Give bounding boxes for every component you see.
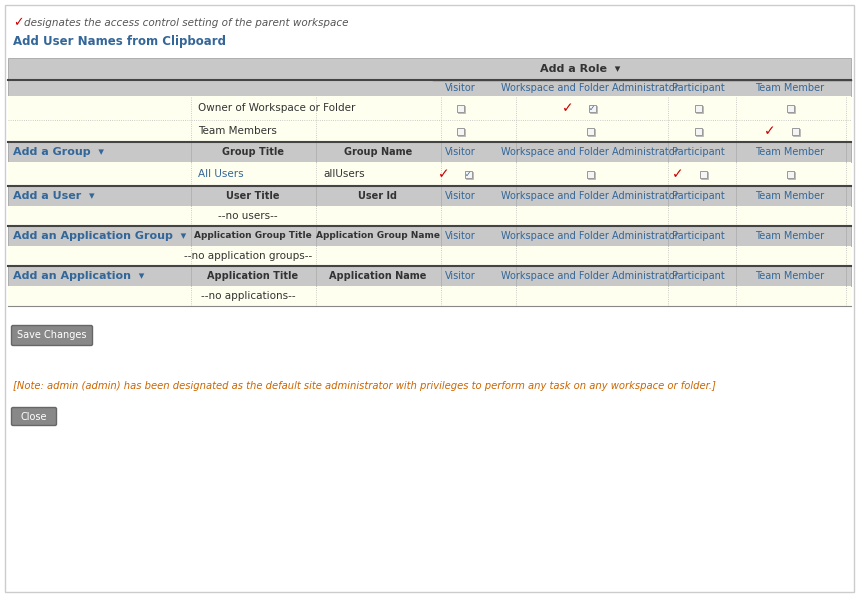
- Bar: [588, 171, 594, 179]
- Text: Visitor: Visitor: [445, 191, 475, 201]
- Text: ✓: ✓: [13, 17, 23, 29]
- Text: User Title: User Title: [226, 191, 280, 201]
- Text: Visitor: Visitor: [445, 271, 475, 281]
- Text: Workspace and Folder Administrator: Workspace and Folder Administrator: [501, 231, 679, 241]
- Bar: [8, 80, 851, 96]
- Bar: [791, 128, 799, 134]
- Bar: [458, 106, 465, 112]
- Bar: [8, 142, 851, 162]
- Bar: [8, 226, 851, 246]
- Text: Visitor: Visitor: [445, 147, 475, 157]
- Text: --no applications--: --no applications--: [201, 291, 295, 301]
- Bar: [696, 128, 703, 136]
- Text: Add an Application  ▾: Add an Application ▾: [13, 271, 144, 281]
- Text: Participant: Participant: [672, 231, 724, 241]
- Text: Owner of Workspace or Folder: Owner of Workspace or Folder: [198, 103, 356, 113]
- Text: User Id: User Id: [358, 191, 398, 201]
- Bar: [456, 128, 464, 134]
- Text: Participant: Participant: [672, 191, 724, 201]
- Bar: [8, 120, 851, 142]
- Text: --no application groups--: --no application groups--: [184, 251, 312, 261]
- Text: Team Member: Team Member: [755, 271, 825, 281]
- Text: Group Name: Group Name: [344, 147, 412, 157]
- Bar: [458, 128, 465, 136]
- Text: Visitor: Visitor: [445, 83, 475, 93]
- Text: allUsers: allUsers: [323, 169, 364, 179]
- Text: Team Members: Team Members: [198, 126, 277, 136]
- Text: Group Title: Group Title: [222, 147, 284, 157]
- Text: Team Member: Team Member: [755, 147, 825, 157]
- Bar: [588, 128, 594, 136]
- Text: Application Group Title: Application Group Title: [194, 232, 312, 241]
- Text: [Note: admin (admin) has been designated as the default site administrator with : [Note: admin (admin) has been designated…: [13, 381, 716, 391]
- Text: All Users: All Users: [198, 169, 244, 179]
- Text: ✓: ✓: [562, 101, 574, 115]
- Text: --no users--: --no users--: [218, 211, 277, 221]
- Text: ✓: ✓: [465, 170, 472, 179]
- Bar: [787, 104, 794, 112]
- Bar: [588, 104, 595, 112]
- FancyBboxPatch shape: [11, 325, 93, 346]
- Bar: [696, 106, 703, 112]
- Bar: [8, 286, 851, 306]
- Text: designates the access control setting of the parent workspace: designates the access control setting of…: [24, 18, 349, 28]
- Bar: [456, 104, 464, 112]
- Text: Add a Group  ▾: Add a Group ▾: [13, 147, 104, 157]
- Text: Participant: Participant: [672, 147, 724, 157]
- Bar: [788, 106, 795, 112]
- Text: ✓: ✓: [438, 167, 450, 181]
- Bar: [8, 186, 851, 206]
- Text: Close: Close: [21, 411, 47, 421]
- Text: Application Name: Application Name: [329, 271, 427, 281]
- Bar: [466, 171, 472, 179]
- Text: Add User Names from Clipboard: Add User Names from Clipboard: [13, 35, 226, 48]
- Text: Add a User  ▾: Add a User ▾: [13, 191, 94, 201]
- Bar: [8, 58, 851, 80]
- Bar: [587, 128, 594, 134]
- Bar: [587, 171, 594, 177]
- Bar: [700, 171, 708, 179]
- Text: Workspace and Folder Administrator: Workspace and Folder Administrator: [501, 191, 679, 201]
- Bar: [787, 171, 794, 177]
- Bar: [694, 128, 702, 134]
- Text: Participant: Participant: [672, 83, 724, 93]
- Bar: [8, 206, 851, 226]
- Text: Team Member: Team Member: [755, 231, 825, 241]
- FancyBboxPatch shape: [11, 408, 57, 426]
- Bar: [8, 96, 851, 120]
- Text: Team Member: Team Member: [755, 83, 825, 93]
- Bar: [793, 128, 800, 136]
- Text: Add an Application Group  ▾: Add an Application Group ▾: [13, 231, 186, 241]
- Text: Save Changes: Save Changes: [17, 331, 87, 340]
- Bar: [8, 266, 851, 286]
- Bar: [694, 104, 702, 112]
- Bar: [699, 171, 706, 177]
- Text: Workspace and Folder Administrator: Workspace and Folder Administrator: [501, 83, 679, 93]
- Bar: [788, 171, 795, 179]
- Text: Workspace and Folder Administrator: Workspace and Folder Administrator: [501, 147, 679, 157]
- Text: Workspace and Folder Administrator: Workspace and Folder Administrator: [501, 271, 679, 281]
- Text: Application Group Name: Application Group Name: [316, 232, 440, 241]
- Text: Participant: Participant: [672, 271, 724, 281]
- Bar: [8, 162, 851, 186]
- Text: Team Member: Team Member: [755, 191, 825, 201]
- Text: ✓: ✓: [588, 103, 595, 112]
- Text: ✓: ✓: [765, 124, 776, 138]
- Text: ✓: ✓: [673, 167, 684, 181]
- Text: Visitor: Visitor: [445, 231, 475, 241]
- Bar: [465, 171, 472, 177]
- Bar: [8, 246, 851, 266]
- Bar: [589, 106, 596, 112]
- Text: Application Title: Application Title: [207, 271, 299, 281]
- Text: Add a Role  ▾: Add a Role ▾: [539, 64, 620, 74]
